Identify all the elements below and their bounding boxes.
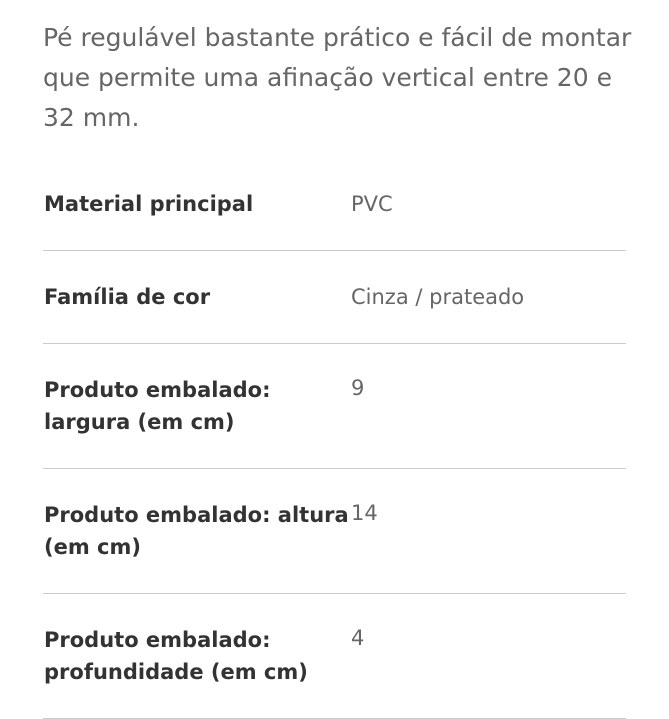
spec-value: PVC <box>350 158 626 251</box>
spec-value: 14 <box>350 468 626 594</box>
spec-label: Família de cor <box>43 250 350 344</box>
spec-row: Produto embalado: altura (em cm) 14 <box>43 468 626 594</box>
spec-value: Cinza / prateado <box>350 250 626 344</box>
product-description: Pé regulável bastante prático e fácil de… <box>43 23 632 132</box>
spec-label: Produto embalado: largura (em cm) <box>43 343 350 469</box>
specs-table: Material principal PVC Família de cor Cinz… <box>43 158 626 719</box>
spec-label: Produto embalado: profundidade (em cm) <box>43 593 350 719</box>
spec-label: Material principal <box>43 158 350 251</box>
spec-row: Produto embalado: largura (em cm) 9 <box>43 343 626 469</box>
spec-row: Material principal PVC <box>43 158 626 251</box>
spec-row: Família de cor Cinza / prateado <box>43 250 626 344</box>
spec-value: 4 <box>350 593 626 719</box>
spec-value: 9 <box>350 343 626 469</box>
spec-row: Produto embalado: profundidade (em cm) 4 <box>43 593 626 719</box>
spec-label: Produto embalado: altura (em cm) <box>43 468 350 594</box>
